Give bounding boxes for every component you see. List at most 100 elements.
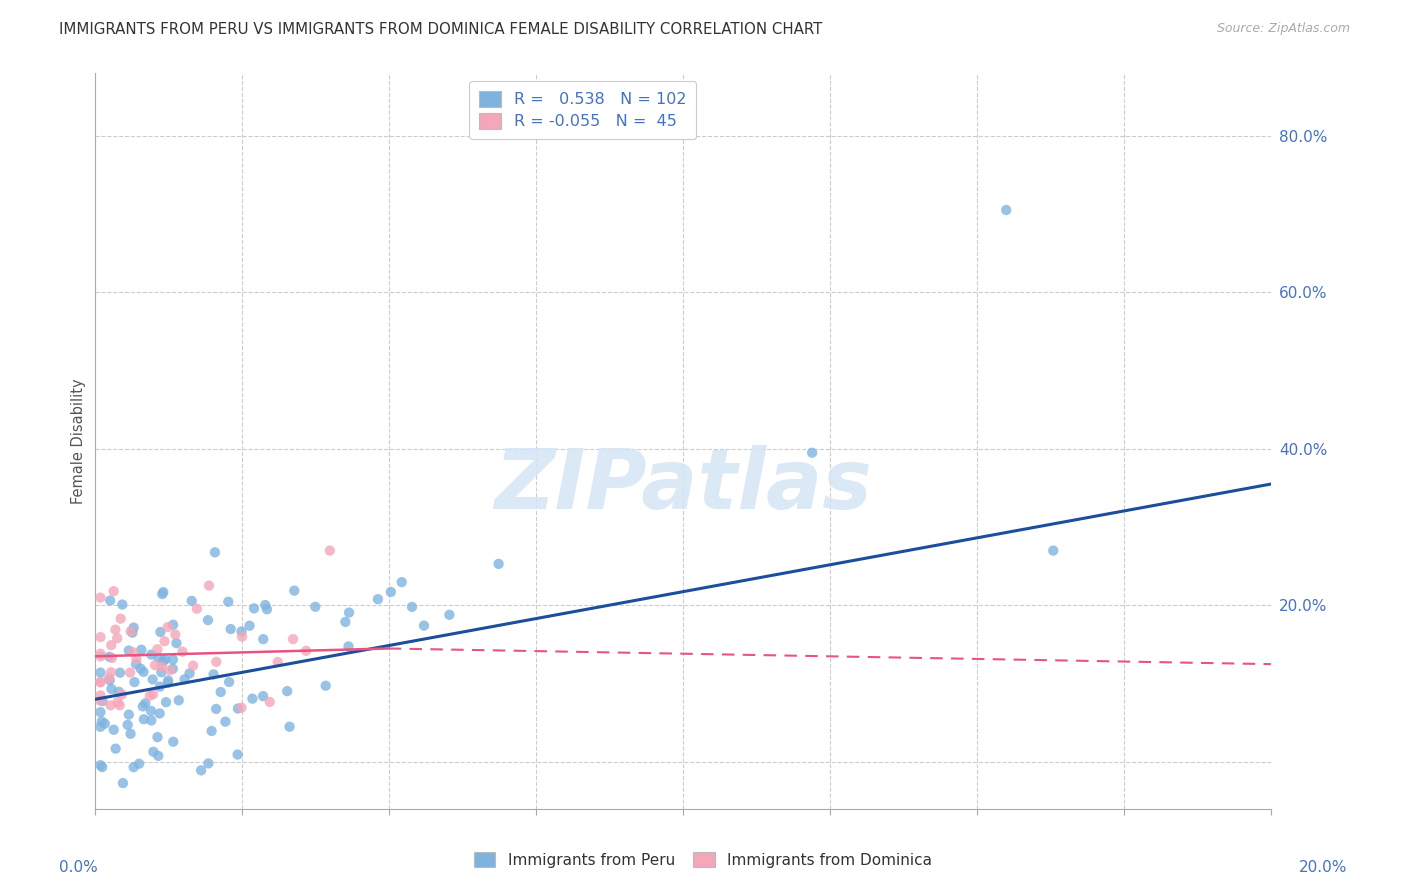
Point bbox=[110, 612, 132, 626]
Point bbox=[107, 695, 129, 709]
Point bbox=[167, 693, 190, 707]
Point bbox=[89, 675, 111, 690]
Point bbox=[217, 595, 239, 609]
Point bbox=[141, 648, 163, 662]
Point bbox=[142, 687, 165, 701]
Point bbox=[103, 723, 125, 737]
Point bbox=[488, 557, 510, 571]
Point bbox=[139, 689, 162, 703]
Y-axis label: Female Disability: Female Disability bbox=[72, 378, 86, 504]
Point bbox=[120, 727, 142, 741]
Point bbox=[108, 698, 131, 713]
Point bbox=[100, 638, 122, 652]
Point bbox=[122, 621, 145, 635]
Point bbox=[337, 606, 360, 620]
Text: ZIPatlas: ZIPatlas bbox=[494, 444, 872, 525]
Text: 20.0%: 20.0% bbox=[1299, 860, 1347, 874]
Point bbox=[120, 665, 142, 680]
Point bbox=[152, 655, 174, 669]
Point bbox=[148, 748, 170, 763]
Point bbox=[218, 675, 240, 690]
Point bbox=[104, 741, 127, 756]
Point bbox=[186, 601, 208, 615]
Point bbox=[89, 675, 111, 690]
Point bbox=[254, 598, 277, 612]
Point bbox=[231, 700, 253, 714]
Point bbox=[100, 698, 122, 713]
Point bbox=[134, 696, 156, 710]
Point bbox=[132, 699, 155, 714]
Point bbox=[214, 714, 236, 729]
Point bbox=[380, 585, 402, 599]
Point bbox=[156, 675, 179, 690]
Point bbox=[142, 673, 165, 687]
Point bbox=[103, 584, 125, 599]
Point bbox=[89, 649, 111, 664]
Point bbox=[89, 689, 111, 703]
Point bbox=[162, 617, 184, 632]
Point bbox=[209, 685, 232, 699]
Point bbox=[90, 714, 112, 729]
Point bbox=[91, 694, 114, 708]
Text: 0.0%: 0.0% bbox=[59, 860, 98, 874]
Point bbox=[94, 716, 117, 731]
Point bbox=[89, 720, 111, 734]
Point bbox=[243, 601, 266, 615]
Point bbox=[124, 675, 146, 690]
Point bbox=[256, 602, 278, 616]
Point bbox=[146, 730, 169, 744]
Text: Source: ZipAtlas.com: Source: ZipAtlas.com bbox=[1216, 22, 1350, 36]
Point bbox=[148, 650, 170, 665]
Point bbox=[89, 758, 111, 772]
Point bbox=[391, 575, 413, 590]
Point bbox=[89, 665, 111, 680]
Point bbox=[155, 695, 177, 709]
Point bbox=[152, 585, 174, 599]
Point bbox=[98, 593, 121, 607]
Point bbox=[337, 640, 360, 654]
Point bbox=[439, 607, 461, 622]
Point bbox=[105, 632, 128, 646]
Point bbox=[226, 701, 249, 715]
Point bbox=[153, 634, 176, 648]
Point bbox=[276, 684, 298, 698]
Point bbox=[165, 636, 187, 650]
Point bbox=[132, 665, 155, 679]
Point bbox=[98, 649, 121, 664]
Point bbox=[129, 662, 152, 676]
Point bbox=[131, 642, 153, 657]
Point bbox=[231, 630, 253, 644]
Point bbox=[159, 663, 181, 677]
Point bbox=[125, 657, 148, 671]
Point bbox=[205, 702, 228, 716]
Point bbox=[111, 776, 134, 790]
Point bbox=[122, 760, 145, 774]
Point bbox=[281, 632, 304, 646]
Point bbox=[173, 673, 195, 687]
Point bbox=[198, 579, 221, 593]
Point bbox=[401, 599, 423, 614]
Point bbox=[252, 689, 274, 703]
Point bbox=[219, 622, 242, 636]
Point bbox=[100, 681, 122, 696]
Point bbox=[180, 594, 202, 608]
Point bbox=[367, 592, 389, 607]
Point bbox=[162, 662, 184, 676]
Point bbox=[121, 625, 143, 640]
Point bbox=[995, 202, 1018, 217]
Point bbox=[150, 587, 173, 601]
Point bbox=[149, 680, 172, 694]
Point bbox=[118, 643, 141, 657]
Point bbox=[252, 632, 274, 647]
Point bbox=[132, 712, 155, 726]
Point bbox=[89, 647, 111, 661]
Point bbox=[143, 658, 166, 673]
Point bbox=[226, 747, 249, 762]
Point bbox=[315, 679, 337, 693]
Point bbox=[267, 655, 290, 669]
Point bbox=[283, 583, 305, 598]
Point bbox=[89, 591, 111, 605]
Point bbox=[319, 543, 342, 558]
Point bbox=[304, 599, 326, 614]
Point bbox=[162, 652, 184, 666]
